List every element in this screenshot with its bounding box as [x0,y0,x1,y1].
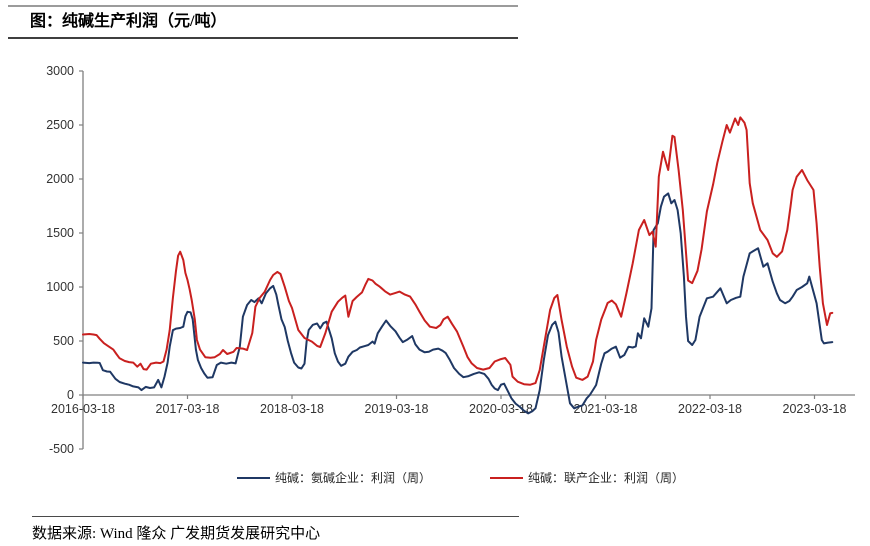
x-tick-label: 2016-03-18 [51,402,115,416]
chart-legend: 纯碱：氨碱企业：利润（周） 纯碱：联产企业：利润（周） [0,469,870,485]
coproduction-series-swatch [490,476,523,479]
source-block: 数据来源: Wind 隆众 广发期货发展研究中心 [32,516,519,543]
ammonia-series-label: 纯碱：氨碱企业：利润（周） [275,471,432,485]
x-tick-label: 2019-03-18 [365,402,429,416]
x-tick-label: 2022-03-18 [678,402,742,416]
y-tick-label: -500 [49,442,74,456]
y-tick-label: 1500 [46,226,74,240]
legend-entry-coproduction: 纯碱：联产企业：利润（周） [490,469,684,486]
chart-title: 图：纯碱生产利润（元/吨） [30,13,227,30]
x-tick-label: 2017-03-18 [156,402,220,416]
y-tick-label: 1000 [46,280,74,294]
coproduction-profit-line [82,116,834,386]
ammonia-series-swatch [237,476,270,479]
y-tick-label: 0 [67,388,74,402]
y-tick-label: 500 [53,334,74,348]
x-tick-label: 2018-03-18 [260,402,324,416]
chart-title-block: 图：纯碱生产利润（元/吨） [8,5,518,39]
x-tick-label: 2021-03-18 [574,402,638,416]
y-tick-label: 3000 [46,64,74,78]
ammonia-profit-line [82,192,834,415]
legend-entry-ammonia: 纯碱：氨碱企业：利润（周） [237,469,431,486]
y-tick-label: 2500 [46,118,74,132]
coproduction-series-label: 纯碱：联产企业：利润（周） [528,471,685,485]
y-tick-label: 2000 [46,172,74,186]
x-tick-label: 2023-03-18 [783,402,847,416]
data-source: 数据来源: Wind 隆众 广发期货发展研究中心 [32,526,321,542]
